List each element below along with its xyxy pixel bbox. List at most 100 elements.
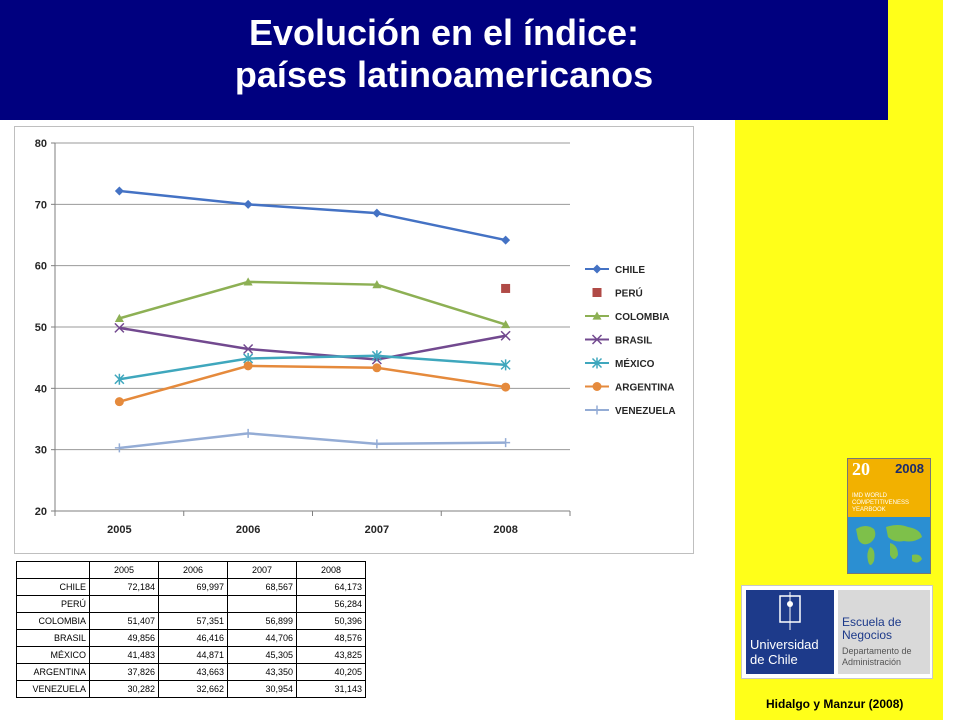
data-point — [501, 283, 511, 293]
legend-entry: CHILE — [585, 264, 645, 276]
table-row: PERÚ 56,284 — [16, 595, 366, 613]
table-cell — [227, 595, 297, 613]
table-cell: 43,663 — [158, 663, 228, 681]
y-tick-label: 80 — [35, 138, 47, 150]
table-row: COLOMBIA 51,407 57,351 56,899 50,396 — [16, 612, 366, 630]
page-title-line1: Evolución en el índice: — [248, 12, 640, 53]
table-cell: 44,871 — [158, 646, 228, 664]
x-tick-label: 2006 — [236, 524, 260, 536]
legend-entry: VENEZUELA — [585, 405, 676, 417]
legend-label: BRASIL — [615, 336, 652, 347]
data-table: 2005 2006 2007 2008 CHILE 72,184 69,997 68,… — [16, 561, 366, 698]
table-row: MÉXICO 41,483 44,871 45,305 43,825 — [16, 646, 366, 664]
table-header-year: 2007 — [227, 561, 297, 579]
table-row-label: ARGENTINA — [16, 663, 90, 681]
data-point — [114, 397, 124, 407]
series-argentina — [114, 361, 511, 407]
data-point — [372, 208, 382, 218]
y-tick-label: 70 — [35, 199, 47, 211]
series-venezuela — [114, 428, 511, 453]
data-point — [243, 199, 253, 209]
table-row: CHILE 72,184 69,997 68,567 64,173 — [16, 578, 366, 596]
table-cell: 68,567 — [227, 578, 297, 596]
data-point — [372, 439, 382, 449]
escuela-de-negocios-block: Escuela de Negocios Departamento de Admi… — [838, 590, 930, 674]
series-line — [119, 354, 506, 381]
series-line — [119, 432, 506, 450]
data-point — [243, 361, 253, 371]
legend-marker — [592, 288, 602, 297]
data-point — [114, 373, 125, 385]
legend-entry: COLOMBIA — [585, 311, 669, 323]
table-row-label: MÉXICO — [16, 646, 90, 664]
data-point — [114, 313, 124, 322]
legend-label: PERÚ — [615, 287, 643, 300]
legend-marker — [592, 405, 602, 415]
yearbook-year: 2008 — [895, 461, 924, 476]
table-row: BRASIL 49,856 46,416 44,706 48,576 — [16, 629, 366, 647]
table-cell: 49,856 — [89, 629, 159, 647]
table-row-label: BRASIL — [16, 629, 90, 647]
data-point — [114, 322, 125, 333]
data-point — [243, 277, 253, 286]
data-point — [500, 330, 511, 341]
table-cell: 48,576 — [296, 629, 366, 647]
table-cell: 45,305 — [227, 646, 297, 664]
y-tick-label: 50 — [35, 322, 47, 334]
data-point — [372, 280, 382, 289]
y-tick-label: 30 — [35, 445, 47, 457]
title-banner: Evolución en el índice: países latinoame… — [0, 0, 888, 120]
department-name: Departamento de Administración — [842, 646, 912, 667]
table-cell: 37,826 — [89, 663, 159, 681]
table-cell: 43,825 — [296, 646, 366, 664]
table-corner-cell — [16, 561, 90, 579]
table-cell: 31,143 — [296, 680, 366, 698]
legend-marker — [592, 311, 602, 320]
table-header-year: 2006 — [158, 561, 228, 579]
table-cell — [158, 595, 228, 613]
data-point — [500, 359, 511, 371]
world-map-icon — [856, 525, 922, 565]
series-line — [119, 364, 506, 403]
series-line — [119, 189, 506, 242]
series-colombia — [114, 277, 511, 329]
table-cell: 41,483 — [89, 646, 159, 664]
y-tick-label: 60 — [35, 261, 47, 273]
legend-entry: PERÚ — [592, 287, 643, 300]
line-chart-frame: 20 30 40 50 60 70 80 2005 2006 2007 2008 CHILE PERÚ C… — [14, 126, 694, 554]
legend-label: COLOMBIA — [615, 312, 669, 323]
table-header-row: 2005 2006 2007 2008 — [16, 561, 366, 579]
table-cell: 44,706 — [227, 629, 297, 647]
table-cell: 57,351 — [158, 612, 228, 630]
table-cell: 50,396 — [296, 612, 366, 630]
table-header-year: 2005 — [89, 561, 159, 579]
yearbook-edition: 20 — [852, 459, 870, 479]
table-cell: 69,997 — [158, 578, 228, 596]
data-point — [501, 382, 511, 392]
legend-marker — [591, 357, 603, 369]
table-cell: 72,184 — [89, 578, 159, 596]
table-cell: 30,954 — [227, 680, 297, 698]
series-méxico — [114, 350, 511, 385]
legend-entry: MÉXICO — [585, 357, 655, 370]
yellow-strip — [888, 0, 943, 120]
world-map-image — [848, 517, 930, 573]
legend-entry: BRASIL — [585, 334, 652, 347]
table-cell: 32,662 — [158, 680, 228, 698]
yearbook-subtitle: IMD WORLD COMPETITIVENESS YEARBOOK — [852, 493, 910, 513]
school-name: Escuela de Negocios — [842, 615, 902, 642]
data-point — [114, 186, 124, 196]
university-crest-icon — [779, 592, 801, 630]
line-chart: 20 30 40 50 60 70 80 2005 2006 2007 2008 CHILE PERÚ C… — [35, 138, 676, 536]
legend-label: VENEZUELA — [615, 406, 676, 417]
x-tick-label: 2005 — [107, 524, 131, 536]
table-row-label: VENEZUELA — [16, 680, 90, 698]
page-title-line2: países latinoamericanos — [234, 54, 654, 95]
table-row: ARGENTINA 37,826 43,663 43,350 40,205 — [16, 663, 366, 681]
table-header-year: 2008 — [296, 561, 366, 579]
legend-label: ARGENTINA — [615, 383, 674, 394]
y-tick-label: 20 — [35, 506, 47, 518]
table-cell: 51,407 — [89, 612, 159, 630]
table-row-label: CHILE — [16, 578, 90, 596]
legend-marker — [591, 334, 603, 345]
